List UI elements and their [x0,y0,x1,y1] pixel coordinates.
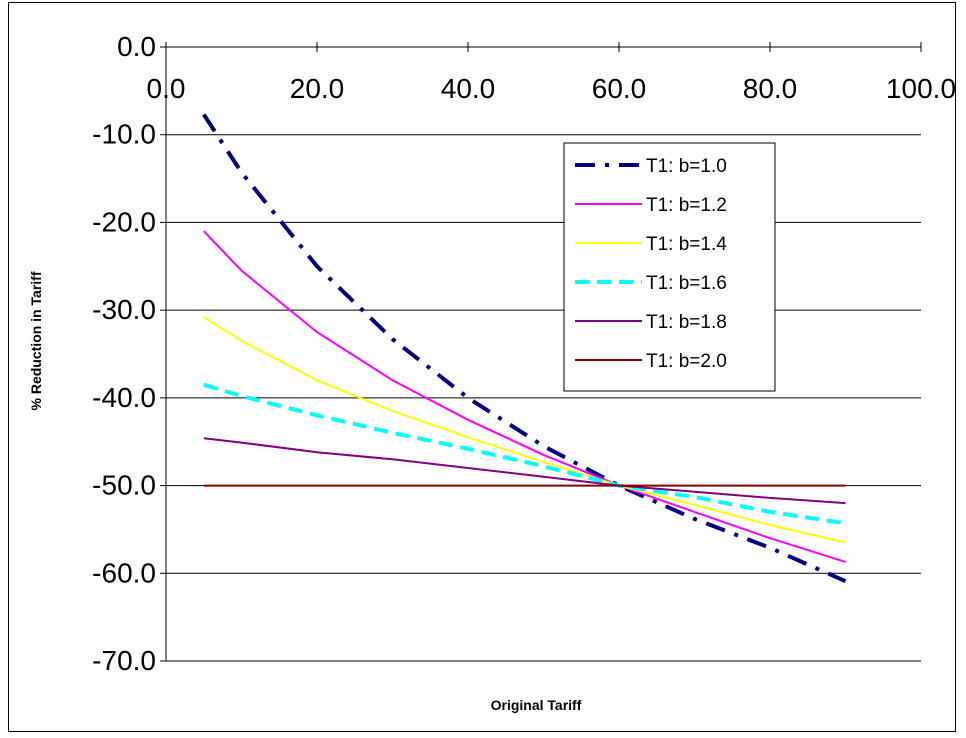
x-tick-labels: 0.0 20.0 40.0 60.0 80.0 100.0 [147,73,957,104]
legend-item: T1: b=1.8 [575,312,727,333]
y-tick-label: -20.0 [92,206,156,237]
y-tick-labels: 0.0 -10.0 -20.0 -30.0 -40.0 -50.0 -60.0 -70.0 [92,31,156,676]
legend-item: T1: b=1.0 [575,156,727,177]
series-line-4 [203,382,846,526]
y-tick-label: -40.0 [92,382,156,413]
y-tick-label: -50.0 [92,470,156,501]
legend-label: T1: b=1.6 [646,273,727,294]
x-axis-title: Original Tariff [491,697,582,713]
x-tick-label: 100.0 [886,73,955,104]
legend-label: T1: b=1.4 [646,234,727,255]
legend-label: T1: b=1.8 [646,312,727,333]
legend-item: T1: b=1.4 [575,234,727,255]
series-line-2 [203,230,846,563]
y-tick-label: -60.0 [92,557,156,588]
y-axis-title: % Reduction in Tariff [28,271,44,410]
series-line-3 [203,316,846,544]
y-tick-label: -10.0 [92,119,156,150]
y-tick-label: 0.0 [117,31,156,62]
legend-box [563,142,776,392]
legend-item: T1: b=2.0 [575,351,727,372]
legend-label: T1: b=1.2 [646,195,727,216]
legend: T1: b=1.0 T1: b=1.2 T1: b=1.4 T1: b=1.6 T1: … [563,142,776,392]
legend-item: T1: b=1.2 [575,195,727,216]
gridlines [166,46,921,662]
series-line-5 [203,437,846,505]
chart-frame: 0.0 -10.0 -20.0 -30.0 -40.0 -50.0 -60.0 -70.0 0… [8,2,956,732]
x-tick-label: 0.0 [147,73,186,104]
x-tick-label: 20.0 [290,73,345,104]
line-chart: 0.0 -10.0 -20.0 -30.0 -40.0 -50.0 -60.0 -70.0 0… [28,31,957,713]
series-lines [202,113,847,584]
y-tick-label: -30.0 [92,294,156,325]
x-tick-label: 40.0 [441,73,496,104]
axes [160,42,922,662]
legend-label: T1: b=1.0 [646,156,727,177]
y-tick-label: -70.0 [92,645,156,676]
x-tick-label: 60.0 [592,73,647,104]
legend-label: T1: b=2.0 [646,351,727,372]
x-tick-label: 80.0 [743,73,798,104]
legend-item: T1: b=1.6 [575,273,727,294]
